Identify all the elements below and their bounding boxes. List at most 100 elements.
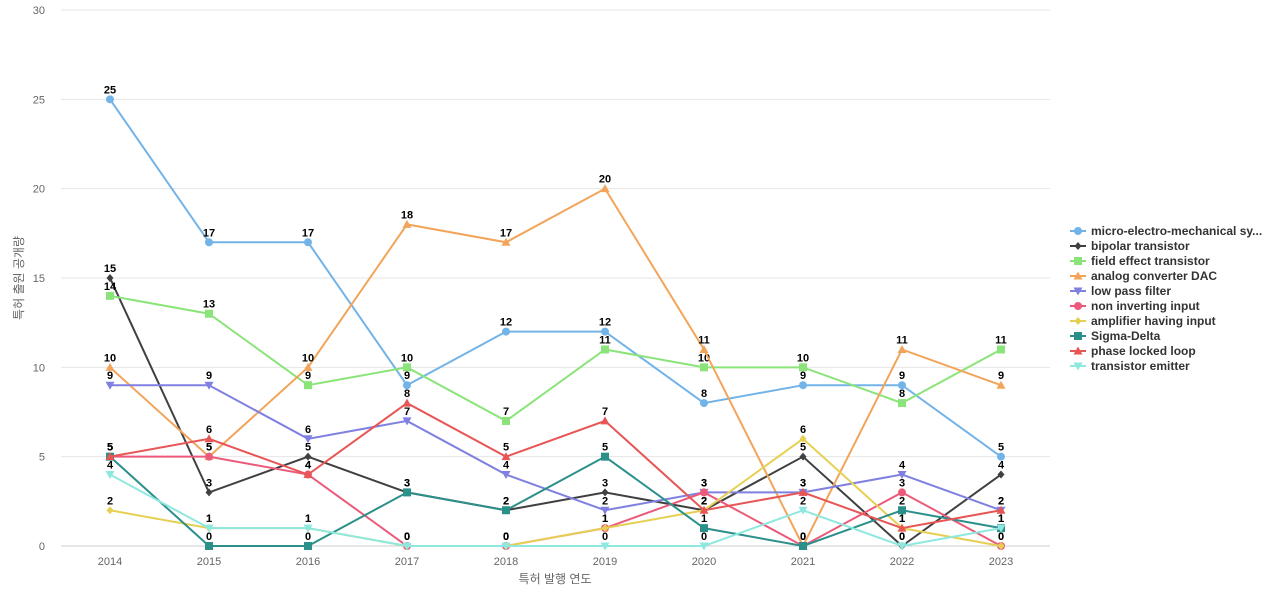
data-label: 3 — [404, 477, 410, 489]
x-axis-title: 특허 발행 연도 — [519, 571, 592, 586]
data-label: 3 — [602, 477, 608, 489]
data-point — [997, 542, 1005, 550]
data-point — [997, 452, 1005, 461]
data-point — [402, 398, 412, 407]
legend-swatch — [1070, 362, 1086, 370]
data-label: 4 — [107, 460, 114, 472]
data-label: 6 — [206, 424, 212, 436]
legend-label: amplifier having input — [1091, 313, 1216, 328]
legend-label: Sigma-Delta — [1091, 328, 1161, 343]
data-point — [996, 505, 1006, 514]
x-tick-label: 2019 — [593, 556, 617, 568]
data-label: 10 — [797, 352, 809, 364]
data-label: 5 — [206, 442, 212, 454]
data-label: 2 — [998, 495, 1004, 507]
data-label: 0 — [800, 531, 806, 543]
data-label: 1 — [998, 513, 1004, 525]
legend-label: transistor emitter — [1091, 358, 1190, 373]
legend-label: analog converter DAC — [1091, 268, 1218, 283]
legend-item[interactable]: phase locked loop — [1070, 343, 1262, 358]
data-label: 7 — [404, 406, 410, 418]
data-label: 9 — [206, 370, 212, 382]
data-label: 0 — [899, 531, 905, 543]
legend-marker — [1074, 331, 1082, 340]
data-label: 0 — [503, 531, 509, 543]
data-point — [799, 542, 807, 550]
data-point — [700, 363, 708, 372]
data-point — [501, 452, 511, 461]
data-point — [501, 471, 511, 480]
data-label: 0 — [404, 531, 410, 543]
legend-item[interactable]: non inverting input — [1070, 298, 1262, 313]
data-label: 9 — [998, 370, 1004, 382]
data-label: 0 — [206, 531, 212, 543]
legend-marker — [1073, 287, 1083, 295]
legend-marker — [1074, 256, 1082, 265]
data-label: 8 — [701, 388, 707, 400]
data-point — [897, 344, 907, 353]
data-point — [402, 542, 412, 551]
data-point — [601, 524, 609, 533]
data-label: 3 — [899, 477, 905, 489]
legend-item[interactable]: Sigma-Delta — [1070, 328, 1262, 343]
data-label: 2 — [899, 495, 905, 507]
data-label: 5 — [602, 442, 608, 454]
legend-label: low pass filter — [1091, 283, 1172, 298]
x-tick-label: 2015 — [197, 556, 221, 568]
legend-marker — [1074, 301, 1082, 310]
data-label: 3 — [800, 477, 806, 489]
legend-marker — [1074, 316, 1082, 325]
data-label: 3 — [206, 477, 212, 489]
series-line — [109, 294, 1002, 423]
legend-item[interactable]: transistor emitter — [1070, 358, 1262, 373]
legend-item[interactable]: low pass filter — [1070, 283, 1262, 298]
data-label: 1 — [899, 513, 905, 525]
data-label: 2 — [998, 495, 1004, 507]
series-line — [109, 473, 1002, 548]
data-label: 1 — [206, 513, 212, 525]
data-label: 12 — [500, 317, 512, 329]
data-point — [304, 381, 312, 390]
data-point — [304, 238, 312, 247]
data-label: 1 — [899, 513, 905, 525]
legend-marker — [1074, 241, 1082, 250]
data-point — [105, 381, 115, 390]
data-point — [303, 362, 313, 371]
data-label: 1 — [206, 513, 212, 525]
data-label: 25 — [104, 84, 116, 96]
data-point — [106, 274, 114, 282]
data-label: 10 — [302, 352, 314, 364]
legend-item[interactable]: micro-electro-mechanical sy... — [1070, 223, 1262, 238]
data-label: 17 — [500, 227, 512, 239]
data-point — [600, 506, 610, 515]
data-label: 0 — [998, 531, 1004, 543]
legend-label: phase locked loop — [1091, 343, 1196, 358]
data-label: 11 — [599, 334, 611, 346]
data-label: 0 — [404, 531, 410, 543]
data-label: 4 — [305, 460, 312, 472]
data-label: 1 — [998, 513, 1004, 525]
data-point — [106, 506, 114, 515]
data-point — [799, 381, 807, 390]
data-point — [799, 434, 807, 443]
data-point — [501, 237, 511, 246]
legend-item[interactable]: amplifier having input — [1070, 313, 1262, 328]
data-point — [799, 452, 807, 461]
data-point — [106, 95, 114, 104]
data-point — [204, 381, 214, 390]
data-label: 5 — [107, 442, 113, 454]
data-label: 15 — [104, 263, 116, 275]
legend-item[interactable]: field effect transistor — [1070, 253, 1262, 268]
legend-item[interactable]: analog converter DAC — [1070, 268, 1262, 283]
data-point — [205, 488, 213, 497]
data-point — [402, 417, 412, 426]
legend-label: field effect transistor — [1091, 253, 1210, 268]
legend-item[interactable]: bipolar transistor — [1070, 238, 1262, 253]
data-point — [204, 434, 214, 443]
data-point — [403, 363, 411, 372]
data-label: 14 — [104, 281, 117, 293]
legend-swatch — [1070, 316, 1086, 325]
x-tick-label: 2020 — [692, 556, 716, 568]
data-label: 4 — [305, 460, 312, 472]
